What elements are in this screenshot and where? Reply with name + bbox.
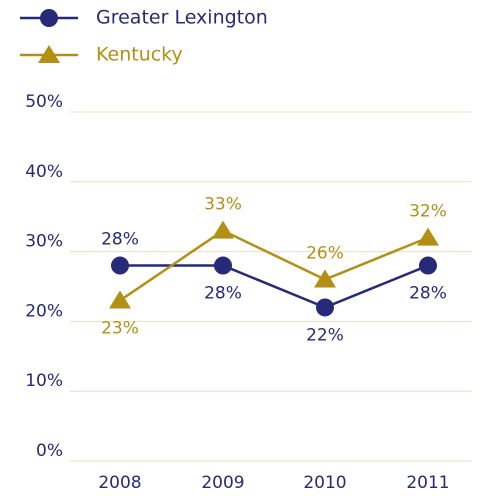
data-label: 32%	[409, 202, 447, 222]
marker	[314, 269, 336, 288]
y-tick-label: 20%	[25, 301, 63, 321]
data-label: 22%	[306, 325, 344, 345]
marker	[111, 256, 129, 275]
y-tick-label: 30%	[25, 232, 63, 252]
legend-label: Greater Lexington	[96, 7, 268, 29]
marker	[214, 256, 232, 275]
marker	[212, 220, 234, 239]
x-tick-label: 2010	[303, 473, 346, 493]
data-label: 28%	[409, 284, 447, 304]
data-label: 28%	[101, 230, 139, 250]
legend-label: Kentucky	[96, 44, 183, 66]
series-line	[119, 229, 429, 302]
marker	[109, 290, 131, 309]
y-tick-label: 10%	[25, 371, 63, 391]
marker	[316, 298, 334, 317]
y-tick-label: 40%	[25, 162, 63, 182]
marker	[419, 256, 437, 275]
x-tick-label: 2011	[406, 473, 449, 493]
x-tick-label: 2009	[201, 473, 244, 493]
data-label: 23%	[101, 318, 139, 338]
legend-marker	[38, 45, 60, 63]
data-label: 33%	[204, 195, 242, 215]
x-tick-label: 2008	[98, 473, 141, 493]
marker	[417, 227, 439, 246]
legend-marker	[40, 9, 58, 27]
data-label: 28%	[204, 284, 242, 304]
y-tick-label: 0%	[36, 441, 63, 461]
y-tick-label: 50%	[25, 92, 63, 112]
data-label: 26%	[306, 244, 344, 264]
series-line	[120, 264, 429, 309]
